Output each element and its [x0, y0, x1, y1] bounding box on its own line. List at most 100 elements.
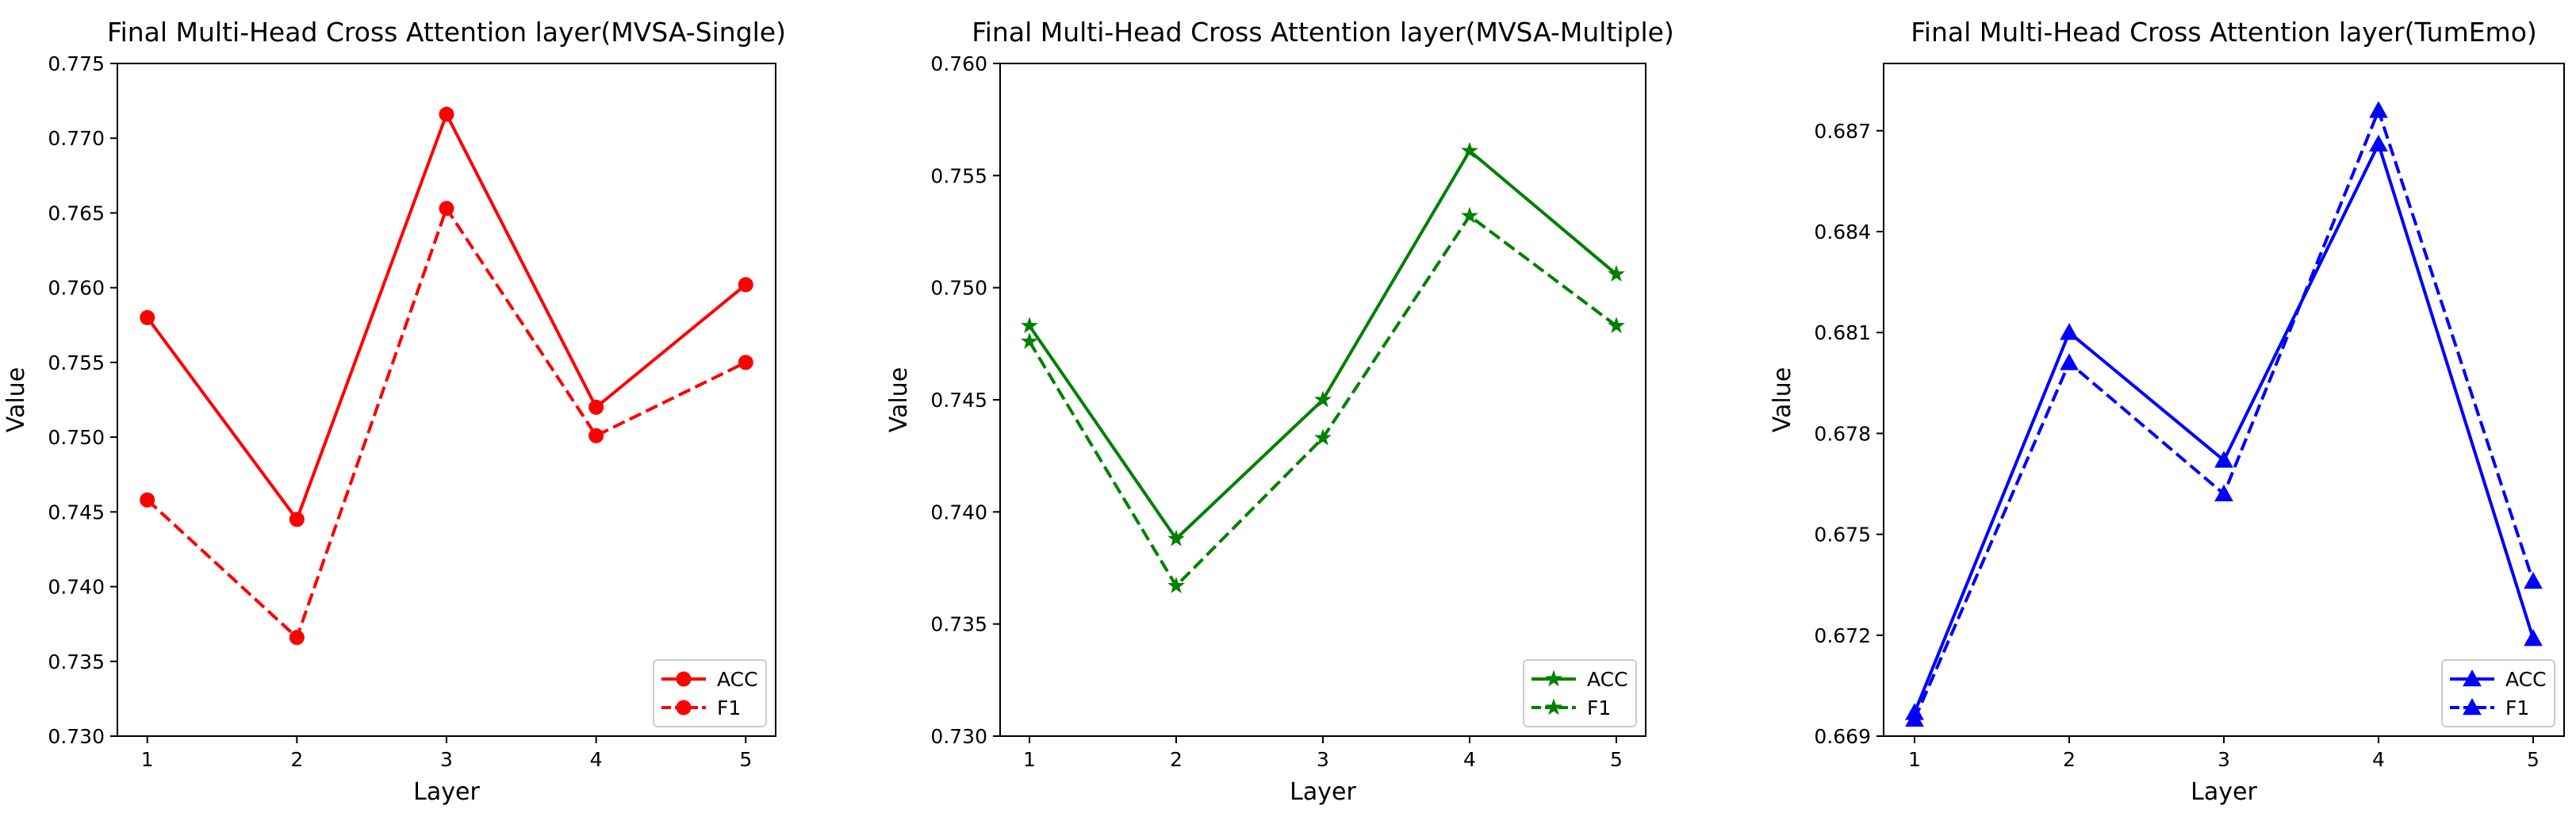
x-tick-label: 1 — [1023, 748, 1036, 771]
y-tick-label: 0.755 — [48, 351, 105, 374]
y-tick-label: 0.755 — [930, 164, 987, 187]
x-tick-label: 4 — [590, 748, 603, 771]
axes-frame — [999, 63, 1646, 737]
legend-marker-acc — [2463, 669, 2482, 687]
data-point-acc — [738, 277, 753, 293]
legend-marker-acc — [1545, 669, 1562, 687]
y-tick-label: 0.775 — [48, 52, 105, 75]
y-axis-label: Value — [885, 367, 913, 432]
legend-label-acc: ACC — [2505, 668, 2547, 691]
x-tick-label: 1 — [1908, 748, 1921, 771]
chart-panel-1: Final Multi-Head Cross Attention layer(M… — [2, 17, 786, 806]
y-tick-label: 0.735 — [930, 613, 987, 636]
data-point-acc — [140, 309, 155, 325]
legend-label-acc: ACC — [717, 668, 758, 691]
series-line-acc — [1028, 149, 1618, 541]
series-f1 — [140, 201, 753, 646]
data-point-f1 — [2369, 101, 2388, 118]
legend-marker-f1 — [676, 700, 692, 715]
legend-label-f1: F1 — [1587, 696, 1611, 719]
y-tick-label: 0.745 — [48, 501, 105, 524]
data-point-acc — [2524, 629, 2543, 646]
data-point-f1 — [289, 630, 305, 646]
x-tick-label: 3 — [1317, 748, 1329, 771]
x-axis-label: Layer — [2191, 778, 2257, 806]
chart-title: Final Multi-Head Cross Attention layer(T… — [1911, 17, 2537, 48]
x-axis-label: Layer — [1290, 778, 1356, 806]
legend-label-acc: ACC — [1587, 668, 1628, 691]
y-tick-label: 0.735 — [48, 650, 105, 673]
data-point-f1 — [1314, 428, 1332, 446]
y-tick-label: 0.745 — [930, 389, 987, 412]
data-point-acc — [1608, 265, 1625, 282]
data-point-f1 — [1167, 577, 1185, 593]
x-tick-label: 3 — [2218, 748, 2230, 771]
legend: ACC F1 — [653, 659, 767, 727]
y-tick-label: 0.730 — [48, 725, 105, 748]
y-tick-label: 0.730 — [930, 725, 987, 748]
legend-marker-f1 — [1545, 698, 1562, 715]
data-point-f1 — [1021, 332, 1038, 349]
x-tick-label: 3 — [440, 748, 453, 771]
x-tick-label: 5 — [2527, 748, 2540, 771]
y-tick-label: 0.684 — [1814, 221, 1871, 244]
chart-panel-2: Final Multi-Head Cross Attention layer(M… — [885, 17, 1674, 806]
data-point-f1 — [140, 492, 155, 508]
y-tick-label: 0.678 — [1814, 422, 1871, 445]
axes-frame — [1883, 63, 2565, 737]
chart-title: Final Multi-Head Cross Attention layer(M… — [107, 17, 786, 48]
data-point-f1 — [2524, 571, 2543, 589]
legend-marker-f1 — [2463, 697, 2482, 715]
series-line-acc — [1913, 142, 2535, 714]
series-line-f1 — [146, 206, 747, 639]
y-tick-label: 0.669 — [1814, 725, 1871, 748]
y-tick-label: 0.760 — [930, 52, 987, 75]
y-tick-label: 0.740 — [930, 501, 987, 524]
legend-label-f1: F1 — [717, 696, 741, 719]
data-point-f1 — [588, 428, 604, 443]
series-acc — [1021, 141, 1625, 547]
x-tick-label: 4 — [1463, 748, 1476, 771]
y-axis-label: Value — [2, 367, 30, 432]
series-f1 — [1021, 206, 1625, 593]
series-acc — [140, 106, 753, 528]
chart-panel-3: Final Multi-Head Cross Attention layer(T… — [1769, 17, 2565, 806]
x-tick-label: 4 — [2372, 748, 2385, 771]
data-point-acc — [1461, 141, 1478, 159]
data-point-f1 — [2060, 353, 2079, 370]
series-acc — [1905, 134, 2543, 720]
x-tick-label: 5 — [739, 748, 752, 771]
data-point-acc — [1314, 390, 1332, 408]
data-point-f1 — [1608, 317, 1625, 334]
y-tick-label: 0.687 — [1814, 120, 1871, 143]
series-line-acc — [146, 113, 747, 521]
data-point-f1 — [439, 201, 454, 217]
x-tick-label: 2 — [1170, 748, 1183, 771]
y-tick-label: 0.672 — [1814, 624, 1871, 647]
y-tick-label: 0.760 — [48, 277, 105, 300]
x-tick-label: 5 — [1610, 748, 1623, 771]
data-point-acc — [289, 512, 305, 528]
legend-label-f1: F1 — [2505, 696, 2529, 719]
data-point-acc — [1021, 317, 1038, 334]
y-axis-label: Value — [1769, 367, 1796, 432]
legend-marker-acc — [676, 671, 692, 687]
data-point-f1 — [1461, 206, 1478, 224]
y-tick-label: 0.765 — [48, 201, 105, 224]
series-f1 — [1905, 101, 2543, 727]
chart-title: Final Multi-Head Cross Attention layer(M… — [972, 17, 1674, 48]
legend: ACC F1 — [1523, 659, 1637, 727]
y-tick-label: 0.770 — [48, 127, 105, 150]
x-tick-label: 1 — [141, 748, 154, 771]
x-tick-label: 2 — [290, 748, 303, 771]
data-point-acc — [1167, 529, 1185, 547]
y-tick-label: 0.740 — [48, 576, 105, 599]
y-tick-label: 0.675 — [1814, 524, 1871, 547]
axes-frame — [117, 63, 776, 737]
y-tick-label: 0.681 — [1814, 321, 1871, 344]
data-point-f1 — [2214, 484, 2233, 502]
series-line-f1 — [1913, 109, 2535, 720]
data-point-acc — [439, 106, 454, 122]
x-tick-label: 2 — [2063, 748, 2076, 771]
